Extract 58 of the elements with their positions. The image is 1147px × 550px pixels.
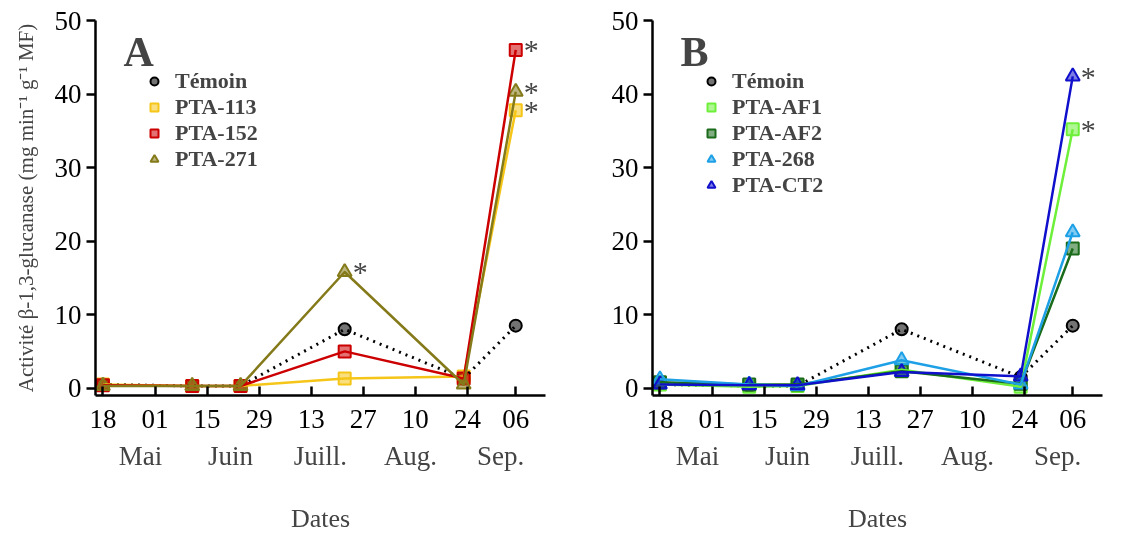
x-tick-label: 18 <box>89 403 117 434</box>
legend-label: Témoin <box>732 68 805 94</box>
x-tick-label: 01 <box>698 403 726 434</box>
x-tick-label: 18 <box>646 403 674 434</box>
y-tick-label: 20 <box>611 226 639 257</box>
x-tick-label: 29 <box>245 403 273 434</box>
annotation: * <box>1080 112 1096 146</box>
legend-label: PTA-268 <box>732 146 815 172</box>
text: Juill. <box>850 440 905 471</box>
x-tick-label: 13 <box>854 403 882 434</box>
annotation: * <box>1080 59 1096 93</box>
text: Aug. <box>383 440 438 471</box>
legend-label: PTA-AF2 <box>732 120 823 146</box>
x-tick-label: 15 <box>193 403 221 434</box>
text: Juin <box>765 440 811 471</box>
text: Juin <box>208 440 254 471</box>
x-tick-label: 13 <box>297 403 325 434</box>
x-tick-label: 01 <box>141 403 169 434</box>
x-tick-label: 10 <box>401 403 429 434</box>
y-tick-label: 0 <box>625 373 639 404</box>
x-tick-label: 24 <box>453 403 482 434</box>
legend-label: Témoin <box>175 68 248 94</box>
x-tick-label: 24 <box>1010 403 1039 434</box>
x-tick-label: 27 <box>349 403 377 434</box>
y-tick-label: 40 <box>611 79 639 110</box>
text: Sep. <box>1033 440 1082 471</box>
legend-label: PTA-CT2 <box>732 172 824 198</box>
y-tick-label: 30 <box>611 152 639 183</box>
x-tick-label: 06 <box>502 403 530 434</box>
annotation: * <box>352 255 368 289</box>
y-tick-label: 10 <box>611 299 639 330</box>
y-tick-label: 10 <box>54 299 82 330</box>
legend-label: PTA-152 <box>175 120 258 146</box>
y-tick-label: 50 <box>611 5 639 36</box>
x-tick-label: 27 <box>906 403 934 434</box>
annotation: * <box>523 33 539 67</box>
x-tick-label: 10 <box>958 403 986 434</box>
y-tick-label: 40 <box>54 79 82 110</box>
legend-label: PTA-113 <box>175 94 257 120</box>
x-tick-label: 06 <box>1059 403 1087 434</box>
x-axis-title: Dates <box>847 503 908 533</box>
text: Mai <box>118 440 163 471</box>
y-tick-label: 50 <box>54 5 82 36</box>
text: Sep. <box>476 440 525 471</box>
y-tick-label: 30 <box>54 152 82 183</box>
text: Juill. <box>293 440 348 471</box>
y-tick-label: 0 <box>68 373 82 404</box>
x-axis-title: Dates <box>290 503 351 533</box>
chart-title: B <box>680 28 709 75</box>
x-tick-label: 15 <box>750 403 778 434</box>
text: Mai <box>675 440 720 471</box>
legend-label: PTA-AF1 <box>732 94 823 120</box>
text: Aug. <box>940 440 995 471</box>
legend-label: PTA-271 <box>175 146 258 172</box>
chart-title: A <box>123 28 155 75</box>
y-axis-title: Activité β-1,3-glucanase (mg min⁻¹ g⁻¹ MF) <box>13 23 38 393</box>
y-tick-label: 20 <box>54 226 82 257</box>
x-tick-label: 29 <box>802 403 830 434</box>
